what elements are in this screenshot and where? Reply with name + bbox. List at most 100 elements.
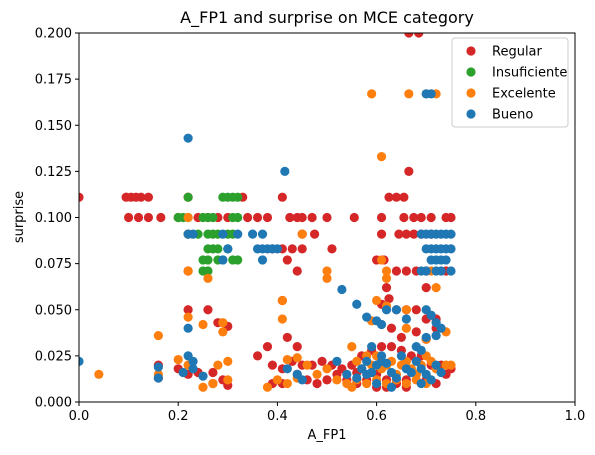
point-bueno-61 (198, 371, 208, 381)
point-bueno-56 (183, 323, 193, 333)
point-regular-27 (376, 212, 387, 223)
point-regular-4 (136, 192, 146, 202)
point-bueno-55 (421, 332, 431, 343)
x-tick-label: 0.6 (366, 409, 387, 424)
point-excelente-33 (223, 356, 233, 367)
point-bueno-91 (362, 356, 372, 367)
x-tick-label: 0.0 (69, 409, 90, 424)
point-excelente-8 (203, 273, 213, 283)
point-regular-25 (322, 212, 332, 223)
point-regular-84 (262, 342, 273, 352)
legend-label-regular: Regular (492, 45, 543, 60)
point-excelente-40 (347, 342, 357, 352)
point-regular-38 (446, 212, 456, 223)
point-bueno-73 (367, 367, 377, 378)
legend-box (451, 37, 569, 128)
point-bueno-16 (218, 255, 228, 265)
point-regular-64 (203, 305, 213, 315)
point-bueno-86 (431, 360, 441, 370)
point-excelente-76 (272, 375, 282, 385)
point-regular-85 (252, 351, 263, 361)
point-regular-58 (292, 266, 302, 276)
point-excelente-21 (277, 314, 287, 324)
y-tick-label: 0.075 (35, 257, 72, 272)
point-regular-48 (391, 266, 402, 276)
point-regular-32 (414, 33, 424, 38)
point-bueno-51 (436, 323, 446, 333)
point-excelente-5 (183, 266, 193, 276)
point-bueno-90 (372, 378, 382, 389)
point-regular-34 (409, 212, 419, 223)
point-excelente-9 (297, 229, 307, 239)
point-excelente-39 (322, 364, 332, 374)
legend-label-bueno: Bueno (492, 108, 533, 123)
point-excelente-37 (302, 360, 312, 370)
point-excelente-22 (372, 295, 382, 306)
point-regular-60 (310, 229, 320, 239)
point-excelente-11 (322, 273, 332, 283)
point-bueno-62 (153, 362, 163, 372)
legend: Regular Insuficiente Excelente Bueno (451, 37, 569, 128)
point-bueno-92 (367, 342, 377, 352)
x-tick-label: 0.4 (267, 409, 288, 424)
point-bueno-79 (396, 351, 406, 361)
point-bueno-30 (446, 244, 456, 254)
point-regular-127 (208, 367, 218, 378)
point-excelente-72 (198, 382, 208, 392)
point-excelente-36 (292, 353, 302, 363)
point-bueno-46 (391, 305, 402, 315)
point-excelente-79 (347, 382, 357, 392)
point-regular-31 (404, 33, 414, 38)
point-bueno-69 (342, 369, 352, 379)
point-bueno-67 (297, 375, 307, 385)
point-regular-83 (282, 332, 292, 343)
point-excelente-18 (198, 319, 208, 330)
y-tick-label: 0.000 (35, 396, 72, 411)
point-regular-56 (297, 244, 307, 254)
point-regular-74 (421, 283, 431, 293)
legend-marker-bueno (466, 109, 476, 119)
point-bueno-68 (332, 356, 342, 367)
point-bueno-1 (280, 166, 290, 176)
legend-label-insuficiente: Insuficiente (492, 66, 567, 81)
point-regular-7 (133, 212, 144, 223)
point-regular-68 (381, 283, 392, 293)
point-bueno-78 (391, 373, 402, 383)
point-regular-6 (124, 212, 134, 223)
point-excelente-19 (218, 318, 228, 328)
point-excelente-13 (381, 266, 392, 276)
point-bueno-70 (352, 373, 362, 383)
point-excelente-77 (282, 378, 292, 389)
point-regular-61 (327, 244, 337, 254)
point-bueno-89 (386, 382, 397, 392)
point-excelente-26 (401, 305, 411, 315)
point-regular-39 (404, 166, 414, 176)
point-bueno-64 (79, 356, 84, 367)
point-bueno-76 (381, 358, 392, 368)
point-excelente-25 (401, 323, 411, 333)
point-regular-107 (312, 378, 322, 389)
point-bueno-9 (257, 229, 268, 239)
x-tick-label: 0.2 (168, 409, 189, 424)
point-regular-23 (297, 212, 307, 223)
point-bueno-7 (233, 229, 243, 239)
point-regular-29 (391, 192, 402, 202)
point-excelente-75 (262, 382, 273, 392)
point-excelente-67 (401, 378, 411, 389)
y-tick-label: 0.050 (35, 303, 72, 318)
point-insuficiente-29 (233, 255, 243, 265)
point-bueno-60 (178, 367, 188, 378)
y-tick-label: 0.175 (35, 73, 72, 88)
point-bueno-24 (446, 229, 456, 239)
y-axis-label: surprise (12, 191, 27, 243)
point-insuficiente-22 (213, 244, 223, 254)
y-axis-ticks: 0.000 0.025 0.050 0.075 0.100 0.125 0.150 0.175… (35, 27, 79, 411)
point-bueno-38 (436, 266, 446, 276)
point-excelente-14 (381, 273, 392, 283)
point-excelente-74 (223, 375, 233, 385)
point-regular-42 (401, 229, 411, 239)
point-regular-20 (277, 192, 287, 202)
point-regular-79 (411, 327, 421, 337)
legend-label-excelente: Excelente (492, 87, 556, 102)
legend-marker-insuficiente (466, 67, 476, 77)
